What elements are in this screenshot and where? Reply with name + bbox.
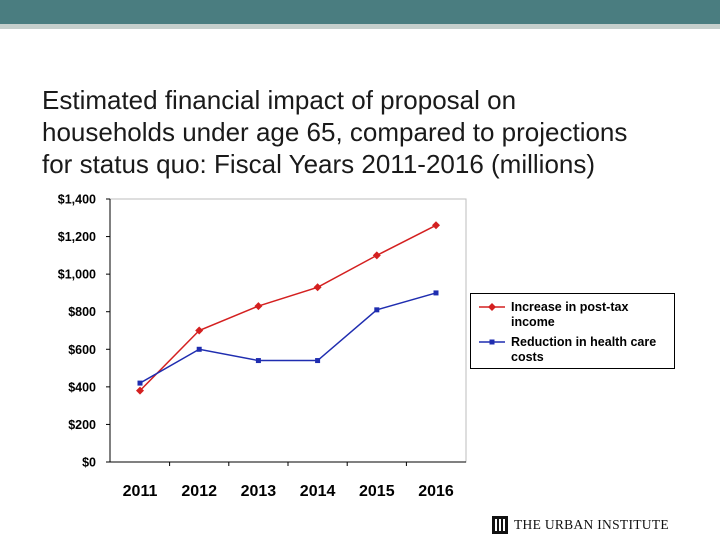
y-tick-label: $600 — [68, 343, 96, 357]
slide-title: Estimated financial impact of proposal o… — [42, 84, 702, 180]
logo-text: THE URBAN INSTITUTE — [514, 517, 669, 532]
data-point-square — [315, 358, 321, 364]
slide-title-line-2: households under age 65, compared to pro… — [42, 117, 628, 147]
slide-title-line-1: Estimated financial impact of proposal o… — [42, 85, 517, 115]
legend-label-line-2: costs — [511, 350, 544, 364]
data-point-square — [137, 380, 143, 386]
x-tick-label: 2014 — [300, 483, 336, 500]
building-logo-icon — [492, 516, 508, 534]
data-point-diamond — [254, 302, 263, 311]
data-point-diamond — [372, 251, 381, 260]
legend-label-line-2: income — [511, 315, 555, 329]
plot-area-frame — [109, 198, 467, 463]
urban-institute-logo: THE URBAN INSTITUTE — [492, 515, 702, 535]
y-tick-label: $0 — [82, 456, 96, 470]
y-tick-label: $400 — [68, 380, 96, 394]
legend-label-line-1: Reduction in health care — [511, 335, 657, 349]
x-tick-label: 2015 — [359, 483, 395, 500]
y-tick-label: $800 — [68, 305, 96, 319]
data-point-diamond — [313, 283, 322, 292]
chart-legend: Increase in post-tax income Reduction in… — [470, 293, 675, 369]
header-bar — [0, 0, 720, 24]
data-point-square — [374, 307, 380, 313]
slide-title-line-3: for status quo: Fiscal Years 2011-2016 (… — [42, 149, 596, 179]
x-tick-label: 2012 — [181, 483, 217, 500]
data-point-square — [433, 290, 439, 296]
data-point-square — [196, 346, 202, 352]
x-tick-label: 2013 — [241, 483, 277, 500]
legend-swatch-diamond — [479, 303, 505, 311]
data-point-diamond — [136, 386, 144, 395]
series-line-1 — [139, 224, 437, 392]
header-divider — [0, 24, 720, 29]
legend-label-line-1: Increase in post-tax — [511, 300, 629, 314]
series-line-2 — [139, 292, 437, 384]
x-tick-label: 2016 — [418, 483, 454, 500]
data-point-diamond — [195, 326, 204, 335]
y-tick-label: $1,400 — [58, 193, 96, 207]
data-point-diamond — [432, 221, 440, 230]
y-tick-label: $1,000 — [58, 268, 96, 282]
y-tick-label: $200 — [68, 418, 96, 432]
data-point-square — [255, 358, 261, 364]
x-tick-label: 2011 — [123, 483, 158, 500]
y-tick-label: $1,200 — [58, 230, 96, 244]
legend-swatch-square — [479, 339, 505, 345]
